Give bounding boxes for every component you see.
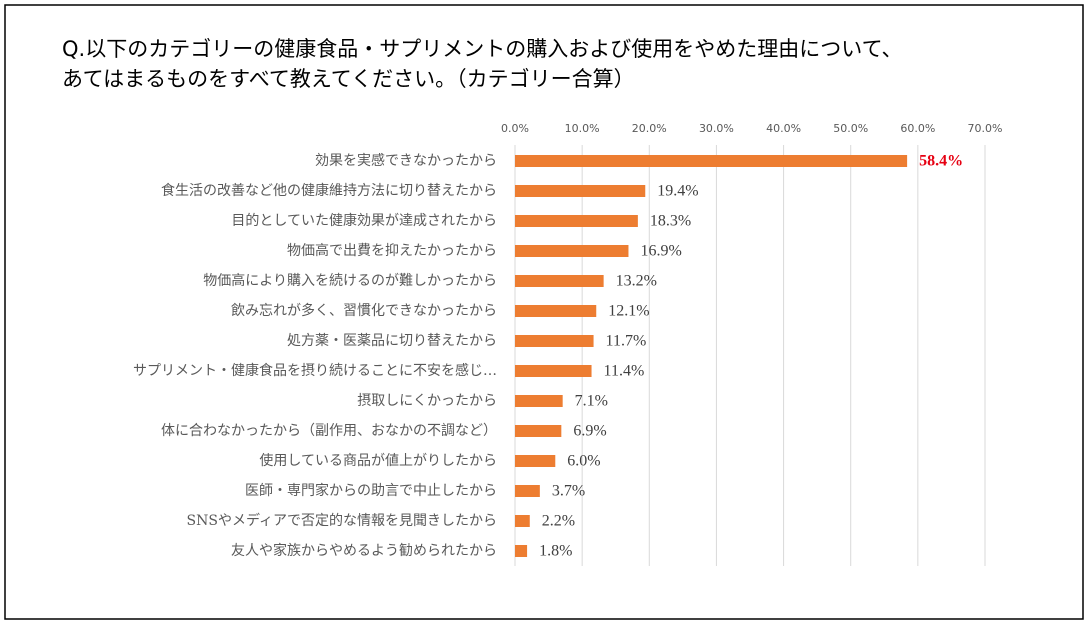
category-label: 物価高により購入を続けるのが難しかったから: [203, 272, 497, 289]
category-label: 物価高で出費を抑えたかったから: [287, 242, 497, 259]
category-label: 友人や家族からやめるよう勧められたから: [231, 542, 497, 559]
value-label: 2.2%: [542, 513, 575, 530]
category-label: 医師・専門家からの助言で中止したから: [245, 482, 497, 499]
category-label: 処方薬・医薬品に切り替えたから: [287, 333, 497, 349]
x-tick-label: 50.0%: [833, 122, 868, 135]
x-tick-label: 30.0%: [699, 122, 734, 135]
bar: [515, 425, 562, 437]
value-label: 6.0%: [567, 453, 600, 470]
bar: [515, 395, 563, 407]
value-label: 19.4%: [657, 183, 698, 200]
bar: [515, 335, 594, 347]
category-label: 食生活の改善など他の健康維持方法に切り替えたから: [161, 182, 497, 199]
value-label: 6.9%: [573, 423, 606, 440]
category-label: SNSやメディアで否定的な情報を見聞きしたから: [187, 512, 497, 529]
value-label: 7.1%: [575, 393, 608, 410]
bar: [515, 305, 597, 317]
bar: [515, 365, 592, 377]
value-label: 12.1%: [608, 303, 649, 320]
bar: [515, 185, 646, 197]
bar: [515, 455, 556, 467]
value-label: 3.7%: [552, 483, 585, 500]
value-label: 16.9%: [640, 243, 681, 260]
x-tick-label: 60.0%: [900, 122, 935, 135]
bar: [515, 155, 908, 167]
x-tick-label: 0.0%: [501, 122, 529, 135]
category-label: 目的としていた健康効果が達成されたから: [231, 212, 497, 229]
bar: [515, 275, 604, 287]
x-tick-label: 70.0%: [968, 122, 1003, 135]
value-label: 1.8%: [539, 543, 572, 560]
bar: [515, 245, 629, 257]
value-label: 11.7%: [606, 333, 647, 350]
x-tick-label: 20.0%: [632, 122, 667, 135]
category-label: 体に合わなかったから（副作用、おなかの不調など）: [161, 423, 497, 439]
value-label: 18.3%: [650, 213, 691, 230]
bar: [515, 515, 530, 527]
category-label: 使用している商品が値上がりしたから: [259, 452, 497, 469]
x-tick-label: 40.0%: [766, 122, 801, 135]
value-label: 13.2%: [616, 273, 657, 290]
bar: [515, 215, 638, 227]
value-label: 58.4%: [919, 153, 963, 170]
category-label: サプリメント・健康食品を摂り続けることに不安を感じ…: [133, 362, 497, 379]
category-label: 効果を実感できなかったから: [315, 152, 497, 169]
bar: [515, 545, 528, 557]
category-label: 摂取しにくかったから: [357, 393, 497, 409]
bar: [515, 485, 540, 497]
value-label: 11.4%: [604, 363, 645, 380]
x-tick-label: 10.0%: [565, 122, 600, 135]
chart-title: Q.以下のカテゴリーの健康食品・サプリメントの購入および使用をやめた理由について…: [62, 37, 903, 91]
category-label: 飲み忘れが多く、習慣化できなかったから: [231, 302, 497, 319]
